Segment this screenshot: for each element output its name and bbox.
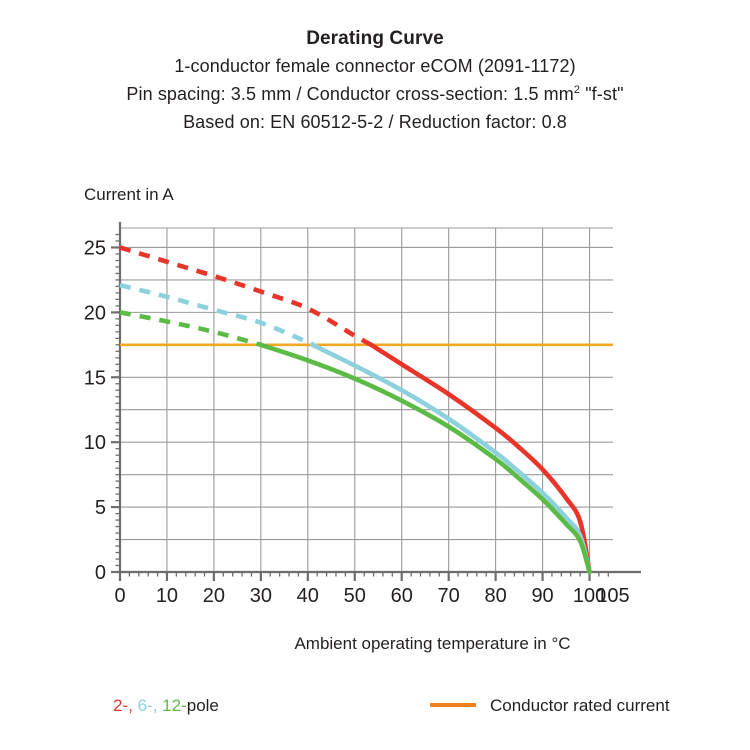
x-axis-tick-label: 105 bbox=[596, 585, 629, 607]
x-axis-tick-label: 80 bbox=[484, 585, 506, 607]
curve-solid-2-pole bbox=[368, 342, 592, 575]
x-axis-tick-label: 50 bbox=[344, 585, 366, 607]
chart-title-block: Derating Curve 1-conductor female connec… bbox=[0, 26, 750, 136]
y-axis-tick-label: 5 bbox=[95, 497, 106, 519]
x-axis-tick-label: 90 bbox=[531, 585, 553, 607]
subtitle-specs-a: Pin spacing: 3.5 mm / Conductor cross-se… bbox=[126, 84, 574, 104]
curve-dashed-12-pole bbox=[119, 310, 262, 348]
legend-item-6-pole: 6-, bbox=[137, 696, 158, 715]
y-axis-tick-label: 20 bbox=[84, 302, 106, 324]
curve-dashed-6-pole bbox=[119, 282, 316, 348]
y-axis-tick-label: 15 bbox=[84, 367, 106, 389]
legend-item-12-pole: 12- bbox=[162, 696, 187, 715]
x-axis-tick-label: 60 bbox=[391, 585, 413, 607]
subtitle-specs: Pin spacing: 3.5 mm / Conductor cross-se… bbox=[0, 80, 750, 108]
curve-solid-12-pole bbox=[258, 342, 592, 575]
legend-poles: 2-, 6-, 12-pole bbox=[113, 695, 219, 717]
x-axis-tick-label: 70 bbox=[438, 585, 460, 607]
x-axis-tick-label: 10 bbox=[156, 585, 178, 607]
curve-dashed-2-pole bbox=[119, 245, 373, 347]
subtitle-product: 1-conductor female connector eCOM (2091-… bbox=[174, 56, 576, 76]
y-axis-tick-label: 25 bbox=[84, 237, 106, 259]
x-axis-tick-label: 40 bbox=[297, 585, 319, 607]
y-axis-label: Current in A bbox=[84, 185, 174, 204]
subtitle-specs-b: "f-st" bbox=[580, 84, 624, 104]
chart-legend: 2-, 6-, 12-pole Conductor rated current bbox=[0, 695, 750, 735]
legend-poles-suffix: pole bbox=[186, 696, 219, 715]
x-axis-label: Ambient operating temperature in °C bbox=[294, 634, 571, 653]
legend-orange-line-swatch bbox=[430, 703, 476, 708]
legend-rated-current: Conductor rated current bbox=[430, 695, 670, 717]
curve-solid-6-pole bbox=[310, 342, 592, 575]
x-axis-tick-label: 30 bbox=[250, 585, 272, 607]
y-axis-tick-label: 0 bbox=[95, 562, 106, 584]
x-axis-tick-label: 100 bbox=[573, 585, 606, 607]
subtitle-standard: Based on: EN 60512-5-2 / Reduction facto… bbox=[183, 112, 567, 132]
y-axis-tick-label: 10 bbox=[84, 432, 106, 454]
legend-rated-current-label: Conductor rated current bbox=[490, 696, 670, 715]
subtitle-specs-sup: 2 bbox=[573, 84, 581, 96]
x-axis-tick-label: 0 bbox=[114, 585, 125, 607]
x-axis-tick-label: 20 bbox=[203, 585, 225, 607]
page-title: Derating Curve bbox=[306, 28, 444, 49]
legend-item-2-pole: 2-, bbox=[113, 696, 133, 715]
